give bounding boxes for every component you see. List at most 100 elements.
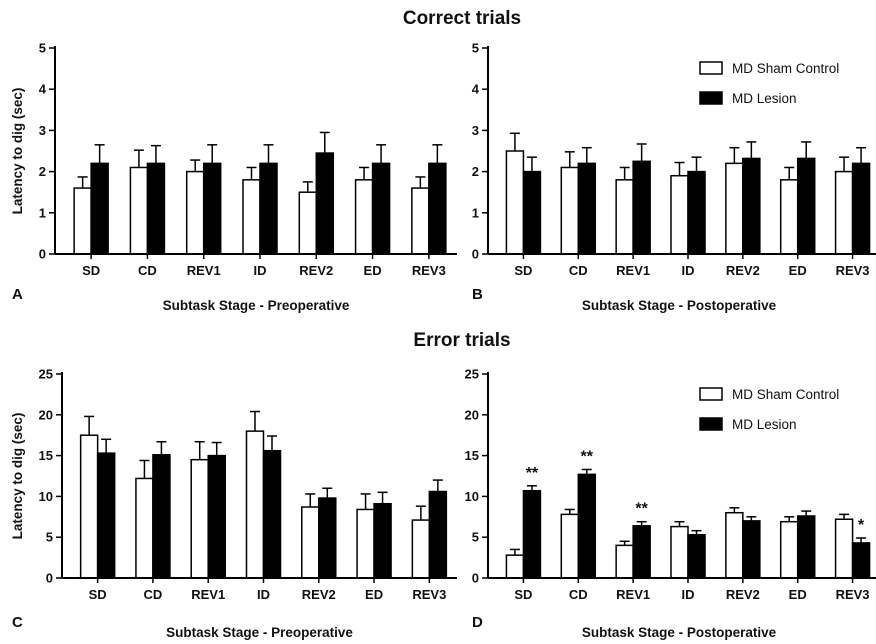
bar-cd-sham bbox=[560, 166, 580, 255]
y-tick-label: 10 bbox=[465, 489, 479, 504]
y-tick-label: 20 bbox=[39, 407, 53, 422]
bar-sd-sham bbox=[79, 434, 99, 579]
y-tick-label: 4 bbox=[472, 82, 480, 97]
x-axis-label: Subtask Stage - Postoperative bbox=[582, 625, 777, 640]
y-tick-label: 2 bbox=[39, 164, 46, 179]
bar-rev3-sham bbox=[834, 518, 854, 579]
bar-rev1-lesion bbox=[632, 525, 651, 579]
legend-label: MD Sham Control bbox=[732, 61, 839, 76]
bar-rev3-lesion bbox=[428, 162, 447, 255]
x-tick-label: REV1 bbox=[616, 263, 650, 278]
bar-rev1-sham bbox=[615, 179, 634, 255]
y-tick-label: 2 bbox=[472, 164, 479, 179]
bar-id-sham bbox=[670, 525, 689, 579]
bar-ed-lesion bbox=[796, 157, 816, 255]
bar-cd-lesion bbox=[152, 454, 171, 579]
bar-sd-sham bbox=[73, 187, 92, 255]
bar-rev1-lesion bbox=[207, 454, 226, 579]
bar-rev1-lesion bbox=[632, 160, 651, 255]
bar-ed-sham bbox=[779, 520, 799, 579]
x-tick-label: CD bbox=[569, 587, 588, 602]
y-tick-label: 0 bbox=[46, 571, 53, 586]
bar-id-sham bbox=[670, 174, 689, 255]
y-axis-label: Latency to dig (sec) bbox=[10, 413, 25, 540]
x-axis-label: Subtask Stage - Postoperative bbox=[582, 298, 777, 313]
y-tick-label: 3 bbox=[472, 123, 479, 138]
bar-sd-lesion bbox=[522, 489, 542, 579]
y-tick-label: 25 bbox=[465, 367, 479, 382]
bar-rev3-sham bbox=[411, 519, 431, 579]
bar-id-sham bbox=[245, 430, 265, 579]
y-tick-label: 4 bbox=[39, 82, 47, 97]
x-tick-label: ED bbox=[789, 263, 807, 278]
bar-rev3-lesion bbox=[851, 542, 871, 579]
bar-rev2-lesion bbox=[742, 520, 761, 579]
y-axis-label: Latency to dig (sec) bbox=[10, 88, 25, 215]
x-tick-label: REV1 bbox=[187, 263, 221, 278]
x-tick-label: SD bbox=[82, 263, 100, 278]
x-tick-label: CD bbox=[138, 263, 157, 278]
y-tick-label: 10 bbox=[39, 489, 53, 504]
x-tick-label: ID bbox=[682, 263, 695, 278]
x-tick-label: SD bbox=[89, 587, 107, 602]
bar-rev2-lesion bbox=[315, 152, 335, 255]
legend-swatch bbox=[699, 387, 723, 401]
x-tick-label: ID bbox=[682, 587, 695, 602]
bar-sd-lesion bbox=[522, 170, 542, 255]
x-axis-label: Subtask Stage - Preoperative bbox=[166, 625, 353, 640]
bar-cd-lesion bbox=[577, 473, 597, 579]
bar-id-lesion bbox=[687, 534, 706, 579]
bar-sd-sham bbox=[505, 150, 525, 255]
bar-rev3-sham bbox=[411, 187, 430, 255]
x-tick-label: REV2 bbox=[299, 263, 333, 278]
x-tick-label: CD bbox=[569, 263, 588, 278]
x-tick-label: ID bbox=[254, 263, 267, 278]
bar-ed-sham bbox=[356, 508, 375, 579]
bar-rev1-sham bbox=[185, 170, 205, 255]
bar-ed-lesion bbox=[371, 162, 391, 255]
bar-ed-lesion bbox=[796, 515, 816, 579]
panel-letter: D bbox=[472, 614, 483, 631]
y-tick-label: 5 bbox=[46, 530, 53, 545]
x-tick-label: ED bbox=[789, 587, 807, 602]
bar-cd-lesion bbox=[577, 162, 597, 255]
error-trials-title: Error trials bbox=[413, 330, 510, 351]
x-tick-label: ID bbox=[257, 587, 270, 602]
y-tick-label: 0 bbox=[39, 247, 46, 262]
x-tick-label: ED bbox=[365, 587, 383, 602]
bar-id-lesion bbox=[259, 162, 278, 255]
y-tick-label: 25 bbox=[39, 367, 53, 382]
significance-marker: ** bbox=[635, 501, 648, 518]
legend-label: MD Lesion bbox=[732, 417, 797, 432]
bar-cd-sham bbox=[135, 477, 154, 579]
bar-ed-lesion bbox=[373, 502, 392, 579]
bar-rev2-sham bbox=[725, 162, 744, 255]
legend-swatch bbox=[699, 91, 723, 105]
bar-rev1-sham bbox=[615, 544, 634, 579]
x-tick-label: REV3 bbox=[412, 263, 446, 278]
y-tick-label: 0 bbox=[472, 247, 479, 262]
panel-a: SD CD REV1 ID REV2 ED REV3 0 1 2 3 4 5 Latency to dig… bbox=[10, 41, 457, 313]
y-tick-label: 5 bbox=[472, 41, 479, 56]
x-tick-label: REV1 bbox=[616, 587, 650, 602]
x-axis-label: Subtask Stage - Preoperative bbox=[163, 298, 350, 313]
significance-marker: ** bbox=[581, 448, 594, 465]
panel-letter: C bbox=[12, 614, 23, 631]
significance-marker: * bbox=[858, 517, 865, 534]
x-tick-label: REV2 bbox=[726, 587, 760, 602]
legend-label: MD Sham Control bbox=[732, 387, 839, 402]
bar-cd-sham bbox=[129, 166, 149, 255]
y-tick-label: 0 bbox=[472, 571, 479, 586]
x-tick-label: REV1 bbox=[191, 587, 225, 602]
bar-id-sham bbox=[242, 179, 261, 255]
correct-trials-title: Correct trials bbox=[403, 8, 521, 29]
panel-c: SD CD REV1 ID REV2 ED REV3 0 5 10 15 20 25 Latency to… bbox=[10, 367, 457, 640]
x-tick-label: CD bbox=[144, 587, 163, 602]
y-tick-label: 15 bbox=[465, 448, 479, 463]
bar-ed-sham bbox=[779, 179, 799, 255]
x-tick-label: SD bbox=[514, 587, 532, 602]
significance-marker: ** bbox=[526, 465, 539, 482]
y-tick-label: 15 bbox=[39, 448, 53, 463]
x-tick-label: REV3 bbox=[412, 587, 446, 602]
